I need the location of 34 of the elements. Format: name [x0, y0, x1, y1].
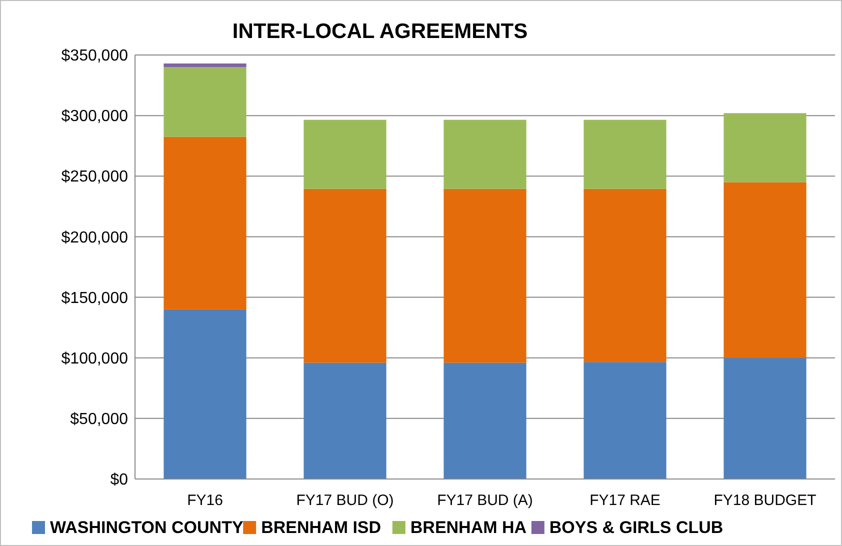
legend-label: BRENHAM ISD — [261, 518, 382, 537]
bar — [584, 120, 666, 189]
bar — [724, 182, 806, 358]
x-tick-label: FY17 BUD (A) — [437, 492, 533, 509]
chart-title: INTER-LOCAL AGREEMENTS — [232, 20, 528, 43]
x-tick-label: FY17 BUD (O) — [296, 492, 394, 509]
y-tick-label: $200,000 — [61, 229, 128, 246]
bar — [724, 113, 806, 182]
y-tick-label: $300,000 — [61, 108, 128, 126]
bar — [724, 358, 806, 479]
bar — [164, 67, 246, 137]
bar — [164, 63, 246, 68]
x-tick-label: FY17 RAE — [590, 492, 660, 509]
y-tick-label: $50,000 — [70, 411, 128, 428]
y-tick-label: $0 — [110, 472, 128, 489]
y-tick-label: $250,000 — [61, 168, 128, 186]
bar — [304, 362, 386, 479]
bar — [164, 309, 246, 479]
bar — [444, 362, 526, 479]
legend-label: WASHINGTON COUNTY — [50, 518, 244, 537]
legend-label: BRENHAM HA — [410, 518, 527, 537]
bar — [304, 120, 386, 189]
bar — [444, 188, 526, 363]
x-tick-label: FY16 — [187, 492, 223, 509]
bar — [444, 120, 526, 189]
bar — [584, 362, 666, 479]
bar — [304, 188, 386, 363]
y-tick-label: $350,000 — [61, 48, 128, 65]
legend-label: BOYS & GIRLS CLUB — [549, 518, 724, 537]
x-tick-label: FY18 BUDGET — [714, 492, 816, 509]
bar — [164, 136, 246, 310]
y-tick-label: $150,000 — [61, 290, 128, 307]
y-tick-label: $100,000 — [61, 350, 128, 368]
bar — [584, 188, 666, 362]
